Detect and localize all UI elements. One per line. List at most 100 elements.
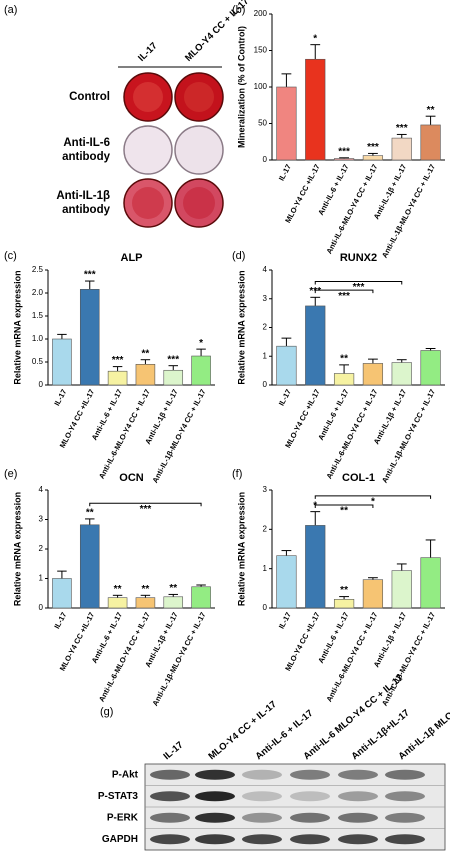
significance-label: * (371, 497, 375, 508)
significance-label: * (199, 338, 203, 349)
y-tick-label: 4 (263, 265, 268, 274)
bar (391, 137, 412, 161)
significance-label: ** (86, 508, 94, 519)
x-tick-label: IL-17 (52, 388, 68, 408)
band (338, 812, 378, 823)
bar (276, 555, 297, 609)
bar (305, 58, 326, 161)
significance-label: *** (338, 146, 350, 157)
well-center (183, 187, 215, 219)
row-label: P-STAT3 (98, 791, 139, 802)
row-label: P-ERK (107, 812, 139, 823)
y-tick-label: 0.5 (32, 357, 44, 366)
x-tick-label: Anti-IL-1β-MLO-Y4 CC + IL-17 (150, 388, 207, 485)
bar (191, 355, 211, 386)
y-axis-label: Relative mRNA expression (236, 270, 246, 384)
band (195, 834, 235, 845)
significance-label: *** (167, 354, 179, 365)
significance-label: ** (340, 354, 348, 365)
panel-label: (f) (232, 468, 242, 480)
x-tick-label: IL-17 (277, 388, 293, 408)
y-tick-label: 1 (263, 351, 268, 360)
lane-label: IL-17 (161, 740, 185, 763)
y-tick-label: 2 (263, 524, 268, 533)
y-tick-label: 100 (254, 82, 268, 91)
significance-label: ** (142, 584, 150, 595)
x-tick-label: Anti-IL-1β-MLO-Y4 CC + IL-17 (380, 163, 437, 260)
bar (79, 524, 100, 609)
band (242, 834, 282, 845)
y-tick-label: 1.0 (32, 334, 44, 343)
x-tick-label: Anti-IL-6-MLO-Y4 CC + IL-17 (97, 611, 152, 704)
band (242, 769, 282, 780)
band (338, 769, 378, 780)
bar (276, 345, 297, 386)
significance-bracket (89, 502, 202, 507)
band (385, 791, 425, 802)
significance-label: ** (427, 105, 435, 116)
bar (362, 155, 384, 161)
band (150, 791, 190, 802)
bar (305, 305, 326, 386)
bar (135, 363, 156, 386)
y-tick-label: 2 (263, 323, 268, 332)
bar (362, 363, 384, 386)
panel-label: (c) (4, 250, 17, 262)
significance-label: *** (112, 355, 124, 366)
well-center (184, 82, 214, 112)
y-tick-label: 2.0 (32, 288, 44, 297)
x-tick-label: Anti-IL-6 + IL-17 (316, 388, 350, 442)
y-axis-label: Relative mRNA expression (12, 270, 22, 384)
significance-label: *** (140, 504, 152, 515)
row-label: P-Akt (112, 769, 139, 780)
chart-title: COL-1 (342, 472, 375, 484)
x-tick-label: Anti-IL-6-MLO-Y4 CC + IL-17 (324, 611, 379, 704)
well-center (133, 82, 163, 112)
lane-label: Anti-IL-6 MLO-Y4 CC + IL-17 (301, 673, 405, 763)
y-tick-label: 150 (254, 46, 268, 55)
significance-label: ** (340, 585, 348, 596)
band (150, 812, 190, 823)
bar (135, 597, 156, 609)
wells (123, 72, 224, 228)
band (195, 769, 235, 780)
band (338, 791, 378, 802)
bar (191, 586, 211, 609)
bar (107, 370, 128, 386)
x-tick-label: IL-17 (277, 163, 293, 183)
bar (391, 362, 412, 386)
bar (276, 86, 297, 161)
significance-label: *** (338, 291, 350, 302)
bar (333, 373, 355, 386)
panel-label: (d) (232, 250, 245, 262)
y-tick-label: 2 (39, 544, 44, 553)
bar (107, 597, 128, 609)
row-label: Anti-IL-6 (63, 137, 110, 149)
x-tick-label: Anti-IL-6-MLO-Y4 CC + IL-17 (324, 163, 379, 256)
band (290, 812, 330, 823)
band (150, 769, 190, 780)
row-label: antibody (62, 204, 111, 216)
row-label: GAPDH (102, 834, 138, 845)
y-tick-label: 4 (39, 485, 44, 494)
bar (163, 596, 184, 609)
significance-label: ** (142, 348, 150, 359)
bar (420, 124, 441, 161)
significance-label: *** (367, 142, 379, 153)
y-tick-label: 3 (263, 485, 268, 494)
x-tick-label: IL-17 (277, 611, 293, 631)
significance-bracket (314, 281, 403, 285)
row-label: antibody (62, 151, 111, 163)
band (242, 812, 282, 823)
significance-bracket (314, 289, 374, 294)
band (385, 769, 425, 780)
bar (391, 570, 412, 609)
row-label: Anti-IL-1β (56, 190, 110, 202)
y-tick-label: 3 (263, 294, 268, 303)
chart-title: OCN (119, 472, 144, 484)
well (174, 125, 224, 175)
band (290, 834, 330, 845)
bar (420, 350, 441, 386)
y-axis-label: Mineralization (% of Control) (236, 26, 246, 148)
bar (52, 578, 72, 609)
